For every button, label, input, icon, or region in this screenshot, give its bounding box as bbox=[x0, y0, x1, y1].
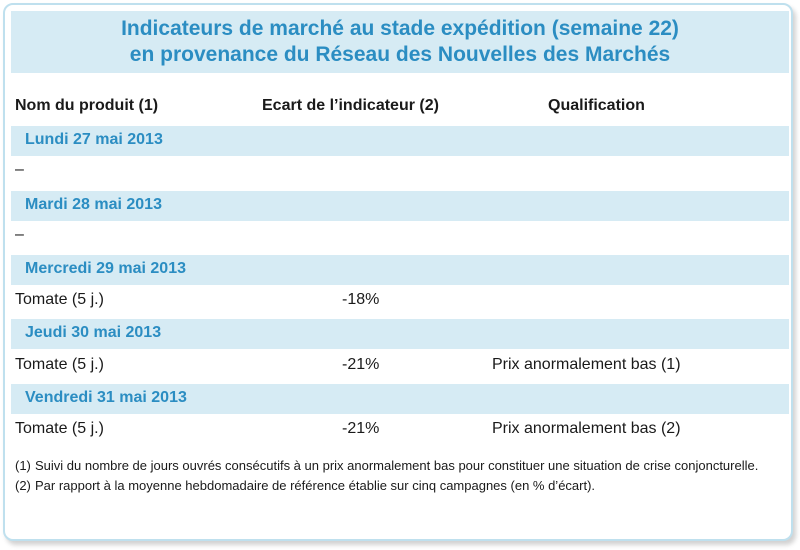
cell-indicator: -21% bbox=[342, 356, 380, 373]
day-band-jeudi: Jeudi 30 mai 2013 bbox=[11, 319, 789, 349]
title-line-2: en provenance du Réseau des Nouvelles de… bbox=[129, 43, 671, 66]
cell-qualification: Prix anormalement bas (1) bbox=[492, 356, 681, 373]
day-band-mardi: Mardi 28 mai 2013 bbox=[11, 191, 789, 221]
title-banner: Indicateurs de marché au stade expéditio… bbox=[11, 11, 789, 73]
cell-indicator: -21% bbox=[342, 420, 380, 437]
day-band-vendredi: Vendredi 31 mai 2013 bbox=[11, 384, 789, 414]
day-band-lundi: Lundi 27 mai 2013 bbox=[11, 126, 789, 156]
table-row: Tomate (5 j.) -18% bbox=[0, 291, 800, 315]
table-row: Tomate (5 j.) -21% Prix anormalement bas… bbox=[0, 356, 800, 380]
table-row: – bbox=[0, 161, 800, 185]
table-row: – bbox=[0, 226, 800, 250]
footnote-number: (2) bbox=[15, 478, 31, 493]
title-line-1: Indicateurs de marché au stade expéditio… bbox=[121, 17, 679, 40]
cell-product: – bbox=[15, 226, 24, 243]
footnote-2: (2) Par rapport à la moyenne hebdomadair… bbox=[15, 478, 775, 494]
cell-indicator: -18% bbox=[342, 291, 380, 308]
cell-product: Tomate (5 j.) bbox=[15, 291, 104, 308]
day-label: Vendredi 31 mai 2013 bbox=[25, 389, 187, 406]
footnote-number: (1) bbox=[15, 458, 31, 473]
cell-qualification: Prix anormalement bas (2) bbox=[492, 420, 681, 437]
header-qualification: Qualification bbox=[548, 97, 645, 114]
footnote-1: (1) Suivi du nombre de jours ouvrés cons… bbox=[15, 458, 775, 474]
day-label: Mardi 28 mai 2013 bbox=[25, 196, 162, 213]
day-label: Mercredi 29 mai 2013 bbox=[25, 260, 186, 277]
footnotes: (1) Suivi du nombre de jours ouvrés cons… bbox=[15, 458, 775, 498]
cell-product: Tomate (5 j.) bbox=[15, 356, 104, 373]
header-product: Nom du produit (1) bbox=[15, 97, 159, 114]
day-band-mercredi: Mercredi 29 mai 2013 bbox=[11, 255, 789, 285]
column-header-row: Nom du produit (1) Ecart de l’indicateur… bbox=[0, 97, 800, 121]
cell-product: Tomate (5 j.) bbox=[15, 420, 104, 437]
table-row: Tomate (5 j.) -21% Prix anormalement bas… bbox=[0, 420, 800, 444]
header-indicator: Ecart de l’indicateur (2) bbox=[262, 97, 439, 114]
footnote-text: Par rapport à la moyenne hebdomadaire de… bbox=[35, 478, 596, 493]
day-label: Lundi 27 mai 2013 bbox=[25, 131, 163, 148]
day-label: Jeudi 30 mai 2013 bbox=[25, 324, 162, 341]
footnote-text: Suivi du nombre de jours ouvrés consécut… bbox=[35, 458, 759, 473]
cell-product: – bbox=[15, 161, 24, 178]
